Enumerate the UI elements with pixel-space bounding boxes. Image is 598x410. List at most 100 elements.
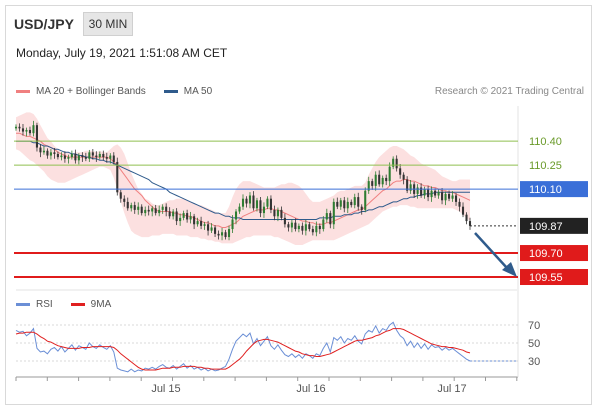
candle-body (32, 125, 35, 134)
candle-body (196, 221, 199, 225)
level-label-109-70: 109.70 (529, 248, 563, 260)
candle-body (210, 227, 213, 231)
candle-body (468, 221, 472, 226)
candle-body (259, 200, 262, 214)
candle-body (427, 189, 430, 198)
candle-body (388, 166, 391, 182)
candle-body (46, 150, 49, 156)
candle-body (14, 126, 18, 129)
level-label-bg (520, 217, 588, 234)
candle-body (248, 195, 252, 204)
candle-body (461, 206, 465, 215)
candle-body (84, 157, 87, 159)
chart-datetime: Monday, July 19, 2021 1:51:08 AM CET (16, 46, 228, 60)
candle-body (53, 152, 56, 154)
candle-body (56, 153, 59, 158)
candle-body (238, 206, 241, 212)
candle-body (332, 201, 335, 225)
legend-label-9ma: 9MA (90, 299, 112, 310)
candle-body (283, 217, 286, 225)
forecast-arrow-head (502, 262, 517, 277)
candle-body (133, 205, 136, 210)
candle-body (294, 222, 297, 230)
candle-body (119, 192, 122, 199)
candle-body (409, 184, 412, 191)
candle-body (67, 157, 70, 159)
candle-body (451, 195, 454, 199)
candle-body (430, 190, 433, 198)
candle-body (416, 187, 419, 194)
candle-body (140, 206, 143, 214)
candle-body (189, 216, 192, 220)
candle-body (280, 209, 283, 218)
candle-body (346, 201, 349, 209)
candle-body (172, 211, 175, 217)
ma50-line (16, 140, 470, 220)
candle-body (266, 198, 269, 207)
candle-body (308, 224, 311, 230)
candle-body (437, 192, 440, 196)
candle-body (378, 174, 381, 185)
candle-body (227, 229, 231, 238)
candle-body (95, 155, 98, 158)
legend-label-rsi: RSI (36, 299, 53, 310)
candle-body (105, 157, 108, 159)
level-label-109-87: 109.87 (529, 221, 563, 233)
legend-swatch-ma50 (163, 90, 178, 93)
legend-swatch-ma20 (16, 90, 30, 93)
candle-body (301, 225, 304, 231)
candle-body (137, 206, 140, 210)
candle-body (168, 211, 171, 217)
candle-body (441, 192, 444, 201)
candle-body (465, 214, 468, 222)
candle-body (381, 177, 384, 185)
candle-body (304, 224, 307, 231)
forecast-arrow-shaft (474, 232, 508, 269)
candle-body (255, 200, 259, 209)
candle-body (28, 129, 32, 134)
candle-body (262, 206, 265, 214)
candle-body (245, 198, 248, 204)
candle-body (109, 155, 112, 159)
candle-body (42, 150, 45, 153)
candle-body (98, 153, 101, 158)
timeframe-button[interactable]: 30 MIN (83, 12, 133, 36)
candle-body (63, 155, 66, 159)
candle-body (147, 209, 150, 212)
rsi-tick-30: 30 (528, 356, 540, 368)
x-tick-jul-15: Jul 15 (151, 383, 180, 395)
x-tick-jul-16: Jul 16 (296, 383, 325, 395)
x-tick-jul-17: Jul 17 (437, 383, 466, 395)
candle-body (144, 209, 147, 214)
candle-body (350, 201, 353, 206)
legend-label-ma20: MA 20 + Bollinger Bands (36, 86, 146, 97)
candle-body (325, 213, 328, 220)
candle-body (203, 224, 206, 226)
candle-body (88, 152, 91, 159)
candle-body (269, 198, 272, 210)
level-label-bg (520, 269, 588, 286)
candle-body (116, 161, 119, 193)
level-label-110-10: 110.10 (529, 184, 562, 196)
candle-body (444, 193, 447, 201)
candle-body (276, 209, 279, 217)
candle-body (343, 200, 346, 209)
candle-body (385, 177, 388, 182)
candle-body (360, 206, 363, 210)
candle-body (297, 225, 300, 230)
candle-body (241, 198, 245, 207)
symbol-title: USD/JPY (14, 16, 74, 32)
candle-body (39, 147, 42, 153)
rsi-tick-70: 70 (528, 320, 540, 332)
candle-body (25, 129, 28, 132)
candle-body (221, 232, 224, 236)
candle-body (49, 152, 52, 156)
candle-body (224, 232, 227, 238)
candle-body (367, 181, 370, 191)
candle-body (112, 155, 115, 162)
candle-body (290, 222, 293, 228)
candle-body (458, 201, 461, 207)
candle-body (21, 128, 25, 132)
candle-body (374, 174, 377, 186)
